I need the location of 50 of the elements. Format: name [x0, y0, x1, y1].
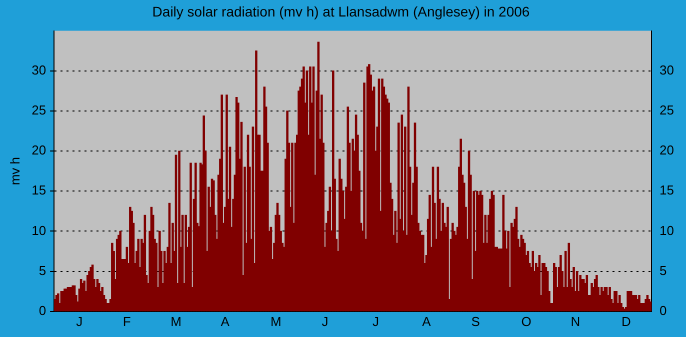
y2-tick-label: 20 [660, 142, 674, 158]
y2-tick-label: 0 [660, 302, 667, 318]
bar [137, 238, 140, 312]
bar [608, 287, 611, 312]
x-tick-label: M [270, 314, 282, 329]
y-tick-label: 25 [32, 102, 46, 118]
bar [190, 162, 192, 312]
y-tick-label: 0 [38, 302, 46, 318]
y-tick-label: 15 [32, 182, 46, 198]
x-tick-label: D [621, 314, 631, 329]
bar [202, 115, 205, 312]
y2-tick-label: 25 [660, 102, 674, 118]
bar [184, 214, 187, 312]
x-tick-label: O [521, 314, 532, 329]
bar [446, 206, 449, 312]
bar [346, 106, 350, 312]
y-tick-label: 5 [38, 262, 46, 278]
y2-tick-label: 5 [660, 262, 667, 278]
bar [119, 230, 122, 312]
bar [502, 194, 505, 312]
y2-tick-label: 15 [660, 182, 674, 198]
bar [532, 250, 534, 312]
bar [590, 283, 593, 312]
bar [286, 110, 288, 312]
bar [178, 150, 180, 312]
x-tick-label: M [170, 314, 182, 329]
bar [638, 295, 640, 312]
bar [586, 274, 588, 312]
x-tick-label: J [76, 314, 83, 329]
x-tick-label: J [372, 314, 379, 329]
x-tick-label: F [122, 314, 131, 329]
x-tick-label: A [422, 314, 432, 329]
chart-title: Daily solar radiation (mv h) at Llansadwm (Anglesey) in 2006 [152, 3, 530, 20]
x-tick-label: N [570, 314, 580, 329]
y2-tick-label: 10 [660, 222, 674, 238]
x-tick-label: J [322, 314, 328, 329]
bar [568, 242, 570, 312]
y-axis-title: mv h [7, 157, 22, 186]
y2-tick-label: 30 [660, 62, 674, 78]
bar [460, 138, 462, 312]
x-tick-label: A [220, 314, 230, 329]
bar [554, 266, 557, 312]
bar [572, 266, 575, 312]
x-tick-label: S [471, 314, 480, 329]
y-tick-label: 30 [32, 62, 46, 78]
bar [220, 94, 223, 312]
y-tick-label: 10 [32, 222, 46, 238]
bar [101, 287, 104, 312]
y-tick-label: 20 [32, 142, 46, 158]
bar [442, 202, 444, 312]
